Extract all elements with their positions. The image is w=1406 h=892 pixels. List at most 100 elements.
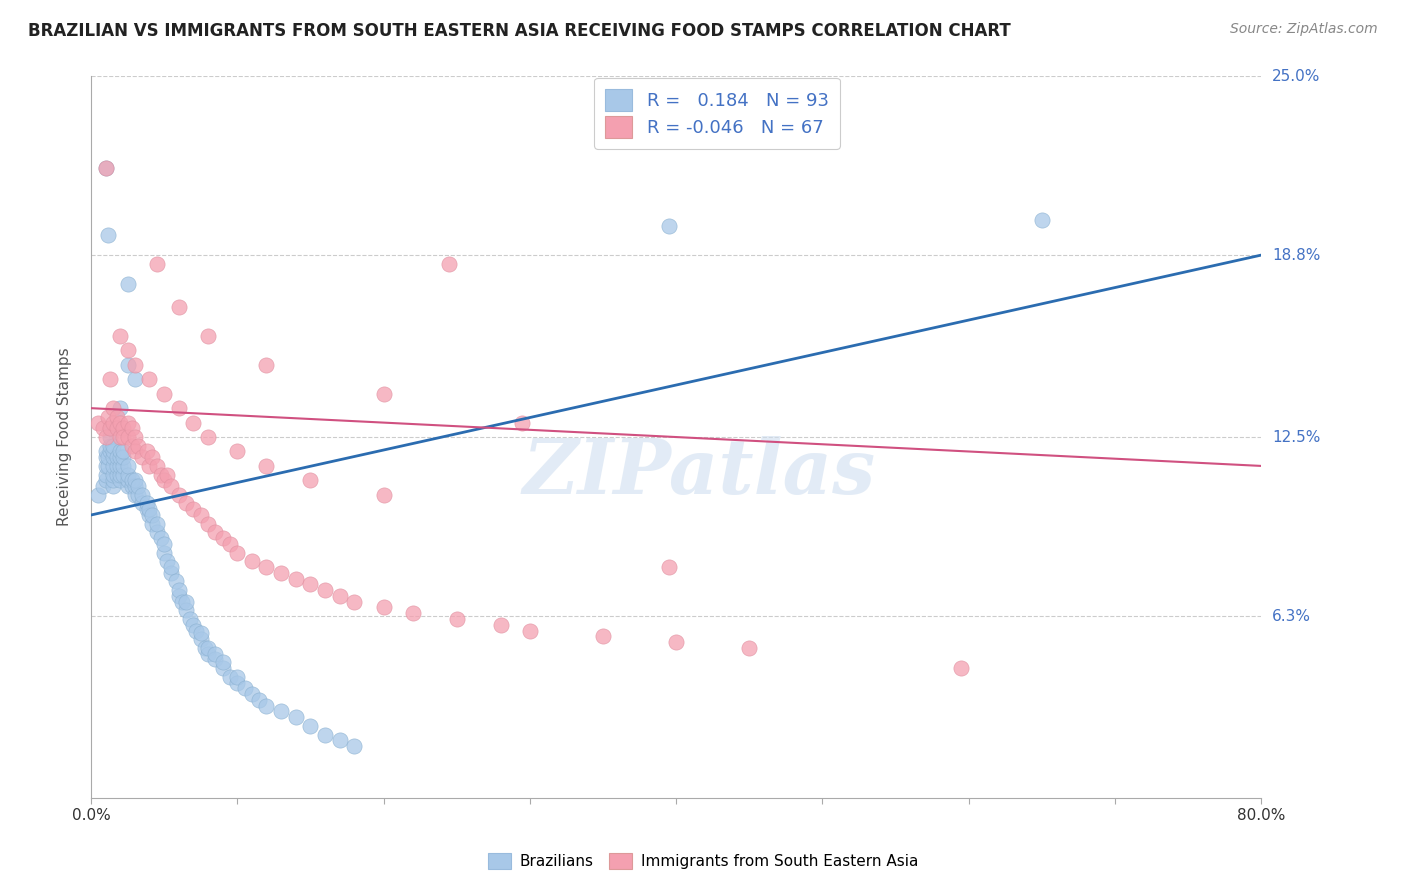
Y-axis label: Receiving Food Stamps: Receiving Food Stamps bbox=[58, 348, 72, 526]
Point bbox=[135, 444, 157, 458]
Point bbox=[112, 450, 135, 465]
Point bbox=[256, 560, 278, 574]
Point bbox=[101, 467, 124, 482]
Point bbox=[183, 502, 205, 516]
Point bbox=[127, 479, 149, 493]
Point bbox=[101, 401, 124, 416]
Point bbox=[150, 467, 173, 482]
Point bbox=[94, 467, 117, 482]
Point bbox=[87, 488, 110, 502]
Point bbox=[141, 508, 163, 522]
Point bbox=[270, 705, 292, 719]
Point bbox=[124, 444, 146, 458]
Point bbox=[439, 257, 461, 271]
Point bbox=[121, 474, 143, 488]
Point bbox=[226, 545, 249, 559]
Point bbox=[165, 574, 187, 589]
Point bbox=[108, 474, 131, 488]
Point bbox=[131, 450, 153, 465]
Point bbox=[124, 372, 146, 386]
Point bbox=[138, 502, 160, 516]
Point bbox=[117, 430, 139, 444]
Point bbox=[519, 624, 541, 638]
Point bbox=[121, 421, 143, 435]
Point bbox=[489, 617, 512, 632]
Point bbox=[101, 458, 124, 473]
Text: 18.8%: 18.8% bbox=[1272, 248, 1320, 262]
Point bbox=[1031, 213, 1053, 227]
Point bbox=[121, 479, 143, 493]
Point bbox=[226, 670, 249, 684]
Point bbox=[204, 647, 226, 661]
Point bbox=[190, 632, 212, 647]
Point bbox=[97, 409, 120, 424]
Point bbox=[108, 416, 131, 430]
Point bbox=[314, 583, 336, 598]
Point bbox=[105, 409, 128, 424]
Point bbox=[226, 444, 249, 458]
Legend: Brazilians, Immigrants from South Eastern Asia: Brazilians, Immigrants from South Easter… bbox=[481, 847, 925, 875]
Point bbox=[112, 458, 135, 473]
Point bbox=[98, 421, 121, 435]
Point bbox=[98, 430, 121, 444]
Point bbox=[738, 640, 761, 655]
Point bbox=[94, 458, 117, 473]
Point bbox=[112, 421, 135, 435]
Point bbox=[91, 421, 114, 435]
Point bbox=[117, 458, 139, 473]
Point bbox=[658, 560, 681, 574]
Point bbox=[153, 545, 176, 559]
Point bbox=[183, 617, 205, 632]
Point bbox=[211, 656, 233, 670]
Point bbox=[127, 488, 149, 502]
Point bbox=[247, 693, 270, 707]
Point bbox=[117, 467, 139, 482]
Point bbox=[112, 444, 135, 458]
Point bbox=[101, 444, 124, 458]
Point bbox=[108, 458, 131, 473]
Point bbox=[204, 652, 226, 666]
Point bbox=[108, 467, 131, 482]
Point bbox=[160, 560, 183, 574]
Point bbox=[240, 687, 263, 701]
Point bbox=[167, 488, 190, 502]
Point bbox=[94, 444, 117, 458]
Point bbox=[329, 589, 352, 603]
Point bbox=[135, 496, 157, 510]
Point bbox=[117, 416, 139, 430]
Point bbox=[373, 600, 395, 615]
Point bbox=[592, 629, 614, 643]
Point bbox=[211, 531, 233, 545]
Point bbox=[124, 479, 146, 493]
Point bbox=[167, 583, 190, 598]
Point bbox=[87, 416, 110, 430]
Point bbox=[156, 554, 179, 568]
Point bbox=[94, 450, 117, 465]
Point bbox=[343, 739, 366, 753]
Text: BRAZILIAN VS IMMIGRANTS FROM SOUTH EASTERN ASIA RECEIVING FOOD STAMPS CORRELATIO: BRAZILIAN VS IMMIGRANTS FROM SOUTH EASTE… bbox=[28, 22, 1011, 40]
Point bbox=[108, 401, 131, 416]
Point bbox=[94, 161, 117, 176]
Point bbox=[101, 416, 124, 430]
Point bbox=[179, 612, 201, 626]
Point bbox=[124, 430, 146, 444]
Point bbox=[950, 661, 973, 675]
Point bbox=[156, 467, 179, 482]
Point bbox=[226, 675, 249, 690]
Point bbox=[204, 525, 226, 540]
Point bbox=[160, 566, 183, 580]
Point bbox=[105, 458, 128, 473]
Point bbox=[131, 496, 153, 510]
Point bbox=[108, 450, 131, 465]
Point bbox=[167, 401, 190, 416]
Point bbox=[145, 257, 167, 271]
Point bbox=[108, 430, 131, 444]
Point bbox=[112, 467, 135, 482]
Point bbox=[94, 474, 117, 488]
Point bbox=[373, 488, 395, 502]
Point bbox=[167, 589, 190, 603]
Point bbox=[197, 430, 219, 444]
Point bbox=[256, 458, 278, 473]
Point bbox=[108, 444, 131, 458]
Point bbox=[299, 719, 322, 733]
